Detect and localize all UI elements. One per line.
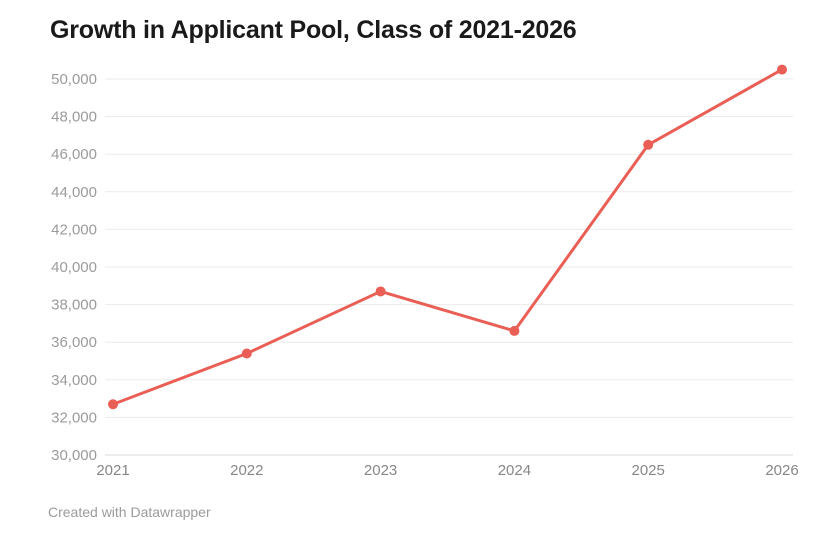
x-axis-tick-label: 2024 xyxy=(498,462,531,479)
y-axis-tick-label: 44,000 xyxy=(51,184,97,201)
trend-line xyxy=(111,68,784,406)
x-axis-tick-label: 2026 xyxy=(765,462,798,479)
y-axis-tick-label: 50,000 xyxy=(51,71,97,88)
x-axis-tick-label: 2021 xyxy=(96,462,129,479)
y-axis-tick-label: 48,000 xyxy=(51,109,97,126)
x-axis-tick-label: 2023 xyxy=(364,462,397,479)
datawrapper-credit: Created with Datawrapper xyxy=(48,504,211,520)
data-point-2024 xyxy=(509,325,520,336)
data-point-2025 xyxy=(643,139,654,150)
data-point-2021 xyxy=(108,399,118,410)
data-point-2023 xyxy=(375,286,386,297)
chart-title: Growth in Applicant Pool, Class of 2021-… xyxy=(50,16,577,44)
x-axis-tick-label: 2025 xyxy=(632,462,665,479)
y-axis-tick-label: 34,000 xyxy=(51,372,97,389)
y-axis-tick-label: 38,000 xyxy=(51,297,97,314)
data-point-2026 xyxy=(777,64,787,75)
y-axis-tick-label: 46,000 xyxy=(51,146,97,163)
data-point-2022 xyxy=(241,348,252,359)
y-axis-tick-label: 30,000 xyxy=(51,447,97,464)
y-axis-tick-label: 36,000 xyxy=(51,334,97,351)
x-axis-tick-label: 2022 xyxy=(230,462,263,479)
y-axis-tick-label: 40,000 xyxy=(51,259,97,276)
y-axis-tick-label: 32,000 xyxy=(51,409,97,426)
y-axis-tick-label: 42,000 xyxy=(51,221,97,238)
